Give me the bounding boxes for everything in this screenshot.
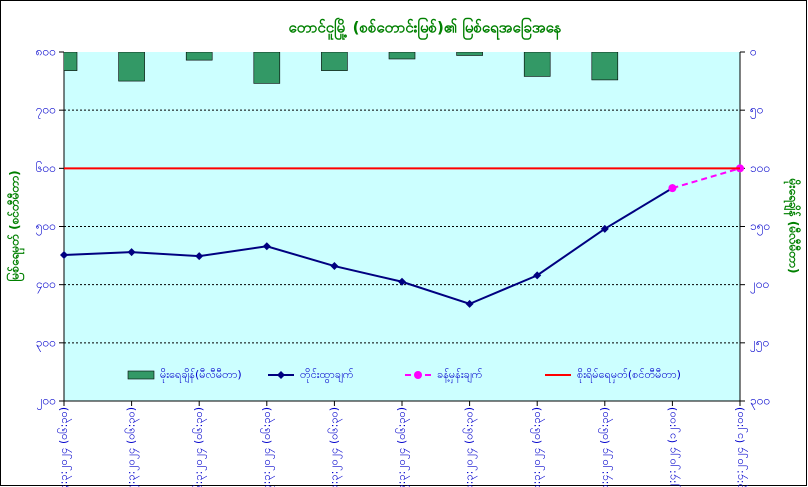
y2-tick-label: ၀: [750, 45, 757, 59]
x-tick-label: ၂:၄:၂၀၂၄ (၁၂:၀၀): [665, 407, 680, 487]
legend-label: ခန့်မှန်းချက်: [437, 368, 483, 383]
legend-label: တိုင်းထွာချက်: [300, 368, 354, 383]
x-tick-label: ၃:၄:၂၀၂၄ (၁၂:၀၀): [733, 407, 748, 487]
y-axis-title: မြစ်ရေမှတ် (စင်တီမီတာ): [5, 170, 26, 281]
y-tick-label: ၆၀၀: [36, 160, 56, 175]
line: [672, 167, 741, 190]
x-tick-label: ၂၈:၃:၂၀၂၄ (၀၆:၃၀): [327, 407, 342, 487]
marker: [262, 242, 271, 251]
x-tick-label: ၂၆:၃:၂၀၂၄ (၀၆:၃၀): [192, 407, 207, 487]
y2-tick-label: ၂၀၀: [750, 277, 769, 294]
y2-tick-label: ၁၅၀: [750, 219, 770, 236]
y2-tick-label: ၃၀၀: [750, 394, 770, 411]
x-tick-label: ၂၇:၃:၂၀၂၄ (၀၆:၃၀): [260, 407, 275, 487]
marker: [465, 299, 474, 308]
bar: [321, 52, 348, 71]
bar: [118, 52, 145, 82]
x-tick-label: ၂၄:၃:၂၀၂၄ (၀၆:၃၀): [57, 407, 72, 487]
legend-swatch: [127, 370, 155, 380]
x-tick-label: ၃၁:၃:၂၀၂၄ (၀၆:၃၀): [530, 407, 545, 487]
y2-tick-label: ၁၀၀: [750, 161, 770, 175]
y-tick-label: ၅၀၀: [36, 219, 56, 236]
y2-tick-label: ၂၅၀: [750, 335, 769, 352]
y-tick-label: ၈၀၀: [36, 45, 56, 59]
marker: [398, 277, 406, 286]
legend-label: စိုးရိမ်ရေမှတ်(စင်တီမီတာ): [577, 368, 681, 383]
marker: [533, 271, 542, 280]
legend-marker: [414, 371, 422, 379]
bar: [185, 52, 213, 61]
x-tick-label: ၃၀:၃:၂၀၂၄ (၀၆:၃၀): [463, 407, 478, 487]
y-tick-label: ၄၀၀: [36, 277, 56, 294]
x-tick-label: ၂၉:၃:၂၀၂၄ (၀၆:၃၀): [395, 407, 410, 487]
line: [63, 187, 673, 305]
marker: [330, 262, 339, 271]
y2-axis-title: မိုးရေချိန် (မီလီမီတာ): [783, 178, 803, 274]
y2-tick-label: ၅၀: [750, 103, 764, 120]
x-tick-label: ၁:၄:၂၀၂၄ (၀၆:၃၀): [598, 407, 613, 487]
bar: [64, 52, 78, 71]
y-tick-label: ၂၀၀: [37, 394, 56, 411]
bar: [456, 52, 483, 56]
x-tick-label: ၂၅:၃:၂၀၂၄ (၀၆:၃၀): [125, 407, 140, 487]
legend-label: မိုးရေချိန်(မီလီမီတာ): [160, 368, 242, 383]
marker: [60, 251, 68, 260]
bar: [523, 52, 551, 77]
y-tick-label: ၃၀၀: [36, 335, 56, 352]
y-tick-label: ၇၀၀: [36, 103, 56, 120]
marker: [668, 184, 677, 193]
marker: [127, 248, 136, 257]
bar: [388, 52, 416, 60]
bar: [253, 52, 281, 84]
marker: [600, 224, 609, 233]
legend-marker: [277, 371, 285, 379]
bar: [591, 52, 619, 81]
marker: [195, 252, 204, 261]
